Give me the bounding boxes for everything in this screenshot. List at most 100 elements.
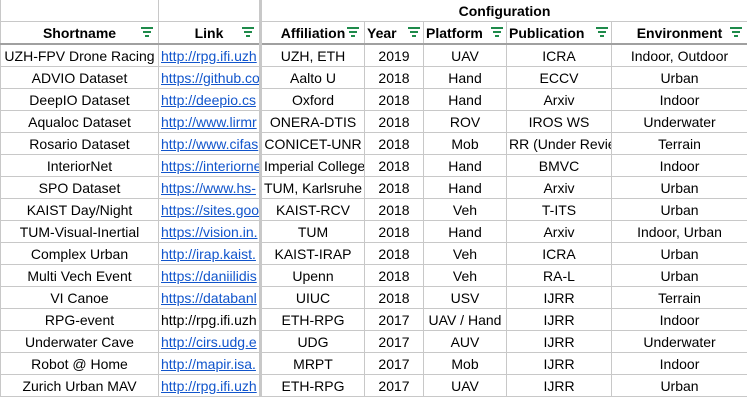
cell-publication[interactable]: Arxiv [506, 88, 612, 111]
cell-platform[interactable]: Hand [423, 176, 507, 199]
cell-link[interactable]: https://interiorne [158, 154, 262, 177]
cell-shortname[interactable]: InteriorNet [0, 154, 159, 177]
cell-shortname[interactable]: VI Canoe [0, 286, 159, 309]
cell-shortname[interactable]: RPG-event [0, 308, 159, 331]
cell-affiliation[interactable]: MRPT [260, 352, 365, 375]
cell-shortname[interactable]: Multi Vech Event [0, 264, 159, 287]
cell-shortname[interactable]: UZH-FPV Drone Racing [0, 43, 159, 67]
cell-platform[interactable]: UAV [423, 374, 507, 397]
filter-icon[interactable] [408, 27, 420, 37]
cell-year[interactable]: 2018 [364, 242, 424, 265]
cell-environment[interactable]: Urban [610, 66, 747, 89]
column-header-year[interactable]: Year [364, 21, 424, 45]
cell-publication[interactable]: T-ITS [506, 198, 612, 221]
cell-affiliation[interactable]: Upenn [260, 264, 365, 287]
filter-icon[interactable] [242, 27, 254, 37]
cell-link[interactable]: https://sites.goo [158, 198, 262, 221]
cell-platform[interactable]: Veh [423, 242, 507, 265]
column-header-shortname[interactable]: Shortname [0, 21, 159, 45]
cell-publication[interactable]: IJRR [506, 374, 612, 397]
cell-publication[interactable]: Arxiv [506, 176, 612, 199]
cell-year[interactable]: 2019 [364, 43, 424, 67]
cell-shortname[interactable]: Complex Urban [0, 242, 159, 265]
cell-year[interactable]: 2018 [364, 88, 424, 111]
cell-year[interactable]: 2017 [364, 308, 424, 331]
filter-icon[interactable] [141, 27, 153, 37]
cell-publication[interactable]: BMVC [506, 154, 612, 177]
cell-affiliation[interactable]: KAIST-RCV [260, 198, 365, 221]
cell-link[interactable]: http://www.lirmr [158, 110, 262, 133]
cell-link[interactable]: http://deepio.cs [158, 88, 262, 111]
cell-environment[interactable]: Underwater [610, 330, 747, 353]
configuration-group-header[interactable]: Configuration [259, 0, 747, 22]
cell-shortname[interactable]: Aqualoc Dataset [0, 110, 159, 133]
cell-platform[interactable]: Veh [423, 264, 507, 287]
cell-publication[interactable]: IJRR [506, 286, 612, 309]
cell-affiliation[interactable]: TUM [260, 220, 365, 243]
cell-environment[interactable]: Underwater [610, 110, 747, 133]
filter-icon[interactable] [491, 27, 503, 37]
cell-environment[interactable]: Terrain [610, 132, 747, 155]
cell-shortname[interactable]: Rosario Dataset [0, 132, 159, 155]
cell-platform[interactable]: Mob [423, 132, 507, 155]
cell-platform[interactable]: Veh [423, 198, 507, 221]
cell-environment[interactable]: Urban [610, 198, 747, 221]
cell-year[interactable]: 2017 [364, 374, 424, 397]
cell-affiliation[interactable]: Imperial College [260, 154, 365, 177]
cell-environment[interactable]: Terrain [610, 286, 747, 309]
cell-year[interactable]: 2018 [364, 154, 424, 177]
cell-link[interactable]: http://irap.kaist. [158, 242, 262, 265]
cell-affiliation[interactable]: UDG [260, 330, 365, 353]
cell-link[interactable]: https://www.hs- [158, 176, 262, 199]
cell-publication[interactable]: IJRR [506, 352, 612, 375]
filter-icon[interactable] [347, 27, 359, 37]
cell-environment[interactable]: Indoor [610, 88, 747, 111]
cell-shortname[interactable]: SPO Dataset [0, 176, 159, 199]
cell-environment[interactable]: Urban [610, 374, 747, 397]
cell-year[interactable]: 2017 [364, 330, 424, 353]
cell-link[interactable]: https://databanl [158, 286, 262, 309]
cell-platform[interactable]: UAV / Hand [423, 308, 507, 331]
cell-environment[interactable]: Indoor [610, 352, 747, 375]
cell-publication[interactable]: RR (Under Revie [506, 132, 612, 155]
cell-environment[interactable]: Indoor [610, 308, 747, 331]
cell-shortname[interactable]: DeepIO Dataset [0, 88, 159, 111]
cell-platform[interactable]: USV [423, 286, 507, 309]
cell-environment[interactable]: Urban [610, 242, 747, 265]
cell-publication[interactable]: IROS WS [506, 110, 612, 133]
cell-platform[interactable]: UAV [423, 43, 507, 67]
cell-link[interactable]: http://rpg.ifi.uzh [158, 43, 262, 67]
cell-year[interactable]: 2018 [364, 176, 424, 199]
cell-year[interactable]: 2018 [364, 132, 424, 155]
cell-shortname[interactable]: Robot @ Home [0, 352, 159, 375]
cell-shortname[interactable]: Zurich Urban MAV [0, 374, 159, 397]
cell-environment[interactable]: Urban [610, 176, 747, 199]
cell-link[interactable]: http://mapir.isa. [158, 352, 262, 375]
cell-affiliation[interactable]: UZH, ETH [260, 43, 365, 67]
cell-platform[interactable]: Hand [423, 88, 507, 111]
cell-link[interactable]: https://vision.in. [158, 220, 262, 243]
cell-publication[interactable]: RA-L [506, 264, 612, 287]
cell-affiliation[interactable]: Oxford [260, 88, 365, 111]
cell-year[interactable]: 2018 [364, 110, 424, 133]
cell-shortname[interactable]: Underwater Cave [0, 330, 159, 353]
column-header-affiliation[interactable]: Affiliation [260, 21, 365, 45]
cell-platform[interactable]: Mob [423, 352, 507, 375]
cell-shortname[interactable]: ADVIO Dataset [0, 66, 159, 89]
cell-year[interactable]: 2017 [364, 352, 424, 375]
cell-publication[interactable]: IJRR [506, 308, 612, 331]
cell-affiliation[interactable]: UIUC [260, 286, 365, 309]
cell-platform[interactable]: Hand [423, 154, 507, 177]
cell-affiliation[interactable]: CONICET-UNR [260, 132, 365, 155]
cell-platform[interactable]: Hand [423, 66, 507, 89]
cell-affiliation[interactable]: Aalto U [260, 66, 365, 89]
filter-icon[interactable] [596, 27, 608, 37]
cell-environment[interactable]: Urban [610, 264, 747, 287]
cell-environment[interactable]: Indoor [610, 154, 747, 177]
cell-link[interactable]: http://rpg.ifi.uzh [158, 308, 262, 331]
cell-year[interactable]: 2018 [364, 286, 424, 309]
cell-link[interactable]: https://daniilidis [158, 264, 262, 287]
column-header-platform[interactable]: Platform [423, 21, 507, 45]
cell-link[interactable]: https://github.co [158, 66, 262, 89]
cell-year[interactable]: 2018 [364, 66, 424, 89]
